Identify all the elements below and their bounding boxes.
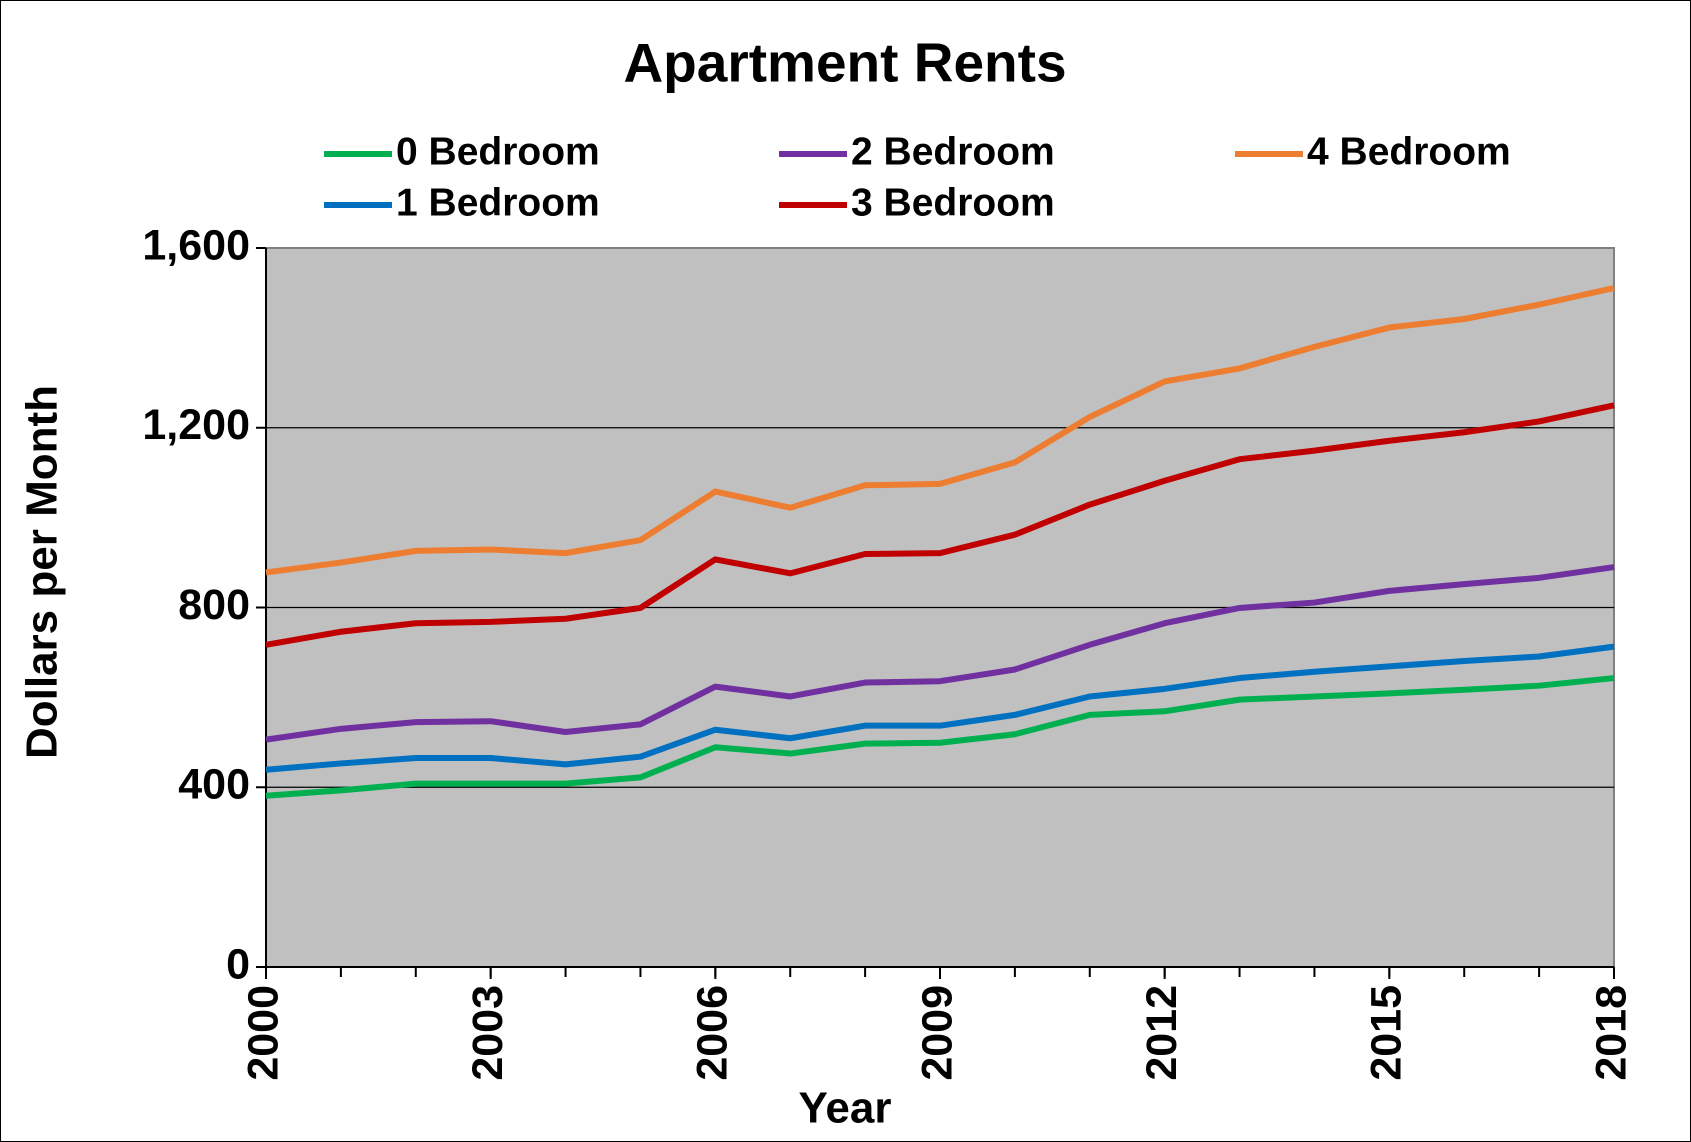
y-tick-label: 0: [226, 940, 250, 988]
x-tick-label: 2000: [239, 985, 287, 1081]
legend-label: 1 Bedroom: [396, 181, 600, 224]
legend-label: 4 Bedroom: [1307, 130, 1511, 173]
y-axis-label: Dollars per Month: [18, 385, 67, 759]
x-tick-label: 2006: [689, 985, 737, 1081]
series-line: [265, 564, 1615, 743]
y-tick-label: 1,200: [142, 401, 250, 449]
x-axis-label: Year: [799, 1084, 892, 1133]
y-tick-label: 1,600: [142, 221, 250, 269]
series-line: [265, 675, 1615, 799]
x-tick-label: 2009: [913, 985, 961, 1081]
legend-label: 3 Bedroom: [851, 181, 1055, 224]
series-line: [265, 285, 1615, 576]
x-tick-label: 2012: [1138, 985, 1186, 1081]
legend-label: 2 Bedroom: [851, 130, 1055, 173]
y-tick-label: 800: [178, 581, 250, 629]
chart-title: Apartment Rents: [623, 32, 1066, 94]
series-line: [265, 402, 1615, 648]
y-tick-label: 400: [178, 761, 250, 809]
x-tick-label: 2018: [1587, 985, 1635, 1081]
series-line: [265, 643, 1615, 773]
x-tick-label: 2003: [464, 985, 512, 1081]
x-tick-label: 2015: [1363, 985, 1411, 1081]
legend-label: 0 Bedroom: [396, 130, 600, 173]
